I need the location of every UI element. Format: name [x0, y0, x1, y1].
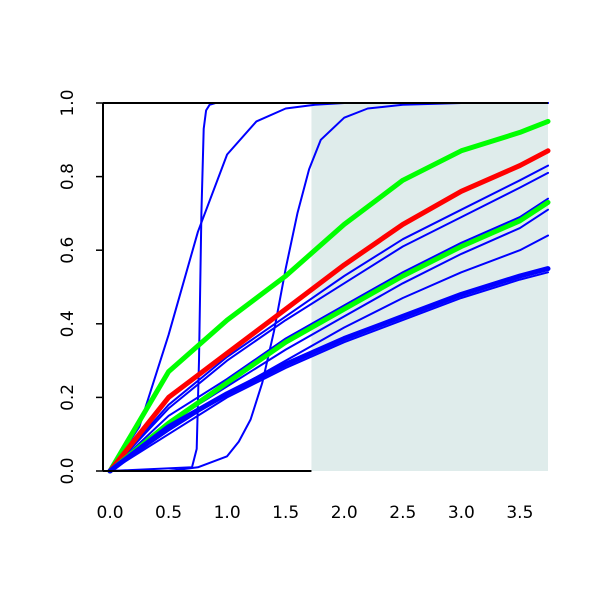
- series-line-5: [107, 148, 551, 474]
- axes-layer: [102, 102, 548, 472]
- x-tick-label-6: 3.0: [448, 503, 475, 523]
- x-tick-label-3: 1.5: [272, 503, 299, 523]
- x-tick-label-5: 2.5: [389, 503, 416, 523]
- series-line-8: [109, 197, 549, 472]
- y-tick-label-3: 0.6: [58, 237, 78, 264]
- x-tick-label-7: 3.5: [506, 503, 533, 523]
- series-line-9: [107, 199, 551, 474]
- x-tick-label-2: 1.0: [214, 503, 241, 523]
- series-line-3: [109, 102, 549, 472]
- y-tick-label-5: 1.0: [58, 89, 78, 116]
- y-tick-label-2: 0.4: [58, 310, 78, 337]
- x-tick-label-4: 2.0: [331, 503, 358, 523]
- x-tick-label-0: 0.0: [97, 503, 124, 523]
- y-tick-label-0: 0.0: [58, 457, 78, 484]
- x-tick-label-1: 0.5: [155, 503, 182, 523]
- series-line-4: [107, 118, 551, 474]
- series-line-12: [107, 266, 551, 474]
- series-layer: [107, 102, 551, 474]
- series-line-13: [109, 271, 549, 472]
- ticks-layer: 0.0 0.5 1.0 1.5 2.0 2.5 3.0 3.5 0.0 0.2 0.4 0.6 0.8 1…: [58, 89, 533, 523]
- y-tick-label-4: 0.8: [58, 163, 78, 190]
- series-line-6: [109, 164, 549, 472]
- y-tick-label-1: 0.2: [58, 384, 78, 411]
- series-line-7: [109, 171, 549, 472]
